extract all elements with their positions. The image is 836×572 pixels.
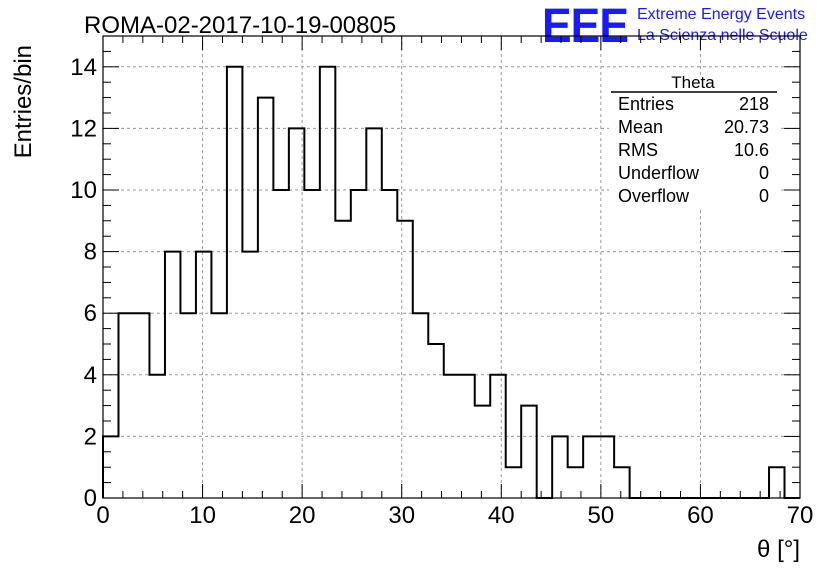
stats-row-value: 20.73 [724, 117, 769, 137]
stats-row-value: 10.6 [734, 140, 769, 160]
x-tick-label: 20 [289, 502, 316, 529]
x-tick-label: 40 [488, 502, 515, 529]
y-tick-label: 2 [84, 423, 97, 450]
axis-ticks [102, 35, 801, 499]
stats-rows: Entries 218 Mean 20.73 RMS 10.6 Underflow 0 Over… [618, 94, 769, 206]
x-tick-label: 0 [96, 502, 109, 529]
y-tick-label: 10 [70, 177, 97, 204]
x-tick-label: 10 [189, 502, 216, 529]
y-tick-label: 12 [70, 115, 97, 142]
stats-row-value: 218 [739, 94, 769, 114]
y-axis-label: Entries/bin [10, 45, 37, 158]
histogram-outline [102, 65, 800, 499]
stats-row-label: RMS [618, 140, 658, 160]
y-tick-label: 8 [84, 239, 97, 266]
stats-row-value: 0 [759, 163, 769, 183]
y-tick-label: 0 [84, 485, 97, 512]
x-tick-label: 60 [687, 502, 714, 529]
run-title: ROMA-02-2017-10-19-00805 [84, 12, 396, 39]
stats-row-value: 0 [759, 186, 769, 206]
x-tick-label: 50 [588, 502, 615, 529]
tick-labels: 0 10 20 30 40 50 60 70 0 2 4 6 8 10 12 14 [70, 54, 813, 529]
stats-row-label: Overflow [618, 186, 690, 206]
stats-row-label: Mean [618, 117, 663, 137]
x-tick-label: 30 [388, 502, 415, 529]
stats-row-label: Entries [618, 94, 674, 114]
eee-logo: EEE [542, 0, 628, 53]
stats-row-label: Underflow [618, 163, 700, 183]
histogram-bars [102, 65, 800, 499]
project-name: Extreme Energy Events [637, 6, 805, 23]
stats-box-background [609, 76, 779, 208]
y-tick-label: 4 [84, 362, 97, 389]
y-tick-label: 6 [84, 300, 97, 327]
x-tick-label: 70 [787, 502, 814, 529]
y-tick-label: 14 [70, 54, 97, 81]
stats-title: Theta [671, 73, 715, 92]
x-axis-label: θ [°] [757, 536, 800, 563]
stats-box: Theta Entries 218 Mean 20.73 RMS 10.6 Underflo… [609, 73, 779, 208]
